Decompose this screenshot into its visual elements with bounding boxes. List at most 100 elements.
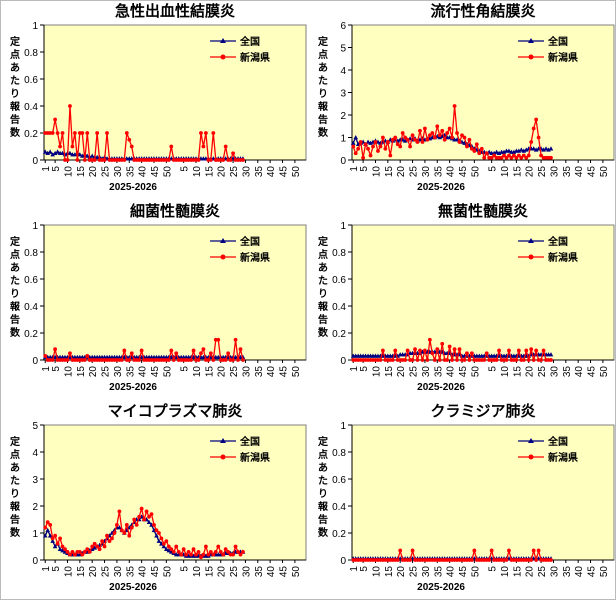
data-point-niigata — [122, 348, 127, 353]
y-axis-label-char: あ — [10, 61, 20, 74]
y-tick-label: 0.8 — [332, 248, 346, 259]
data-point-niigata — [420, 358, 425, 362]
chart-title: 急性出血性結膜炎 — [115, 2, 235, 20]
data-point-niigata — [405, 348, 410, 353]
data-point-niigata — [373, 140, 378, 144]
data-point-niigata — [398, 548, 403, 553]
data-point-niigata — [351, 144, 356, 149]
x-tick-label: 5 — [51, 566, 62, 572]
x-tick-label: 50 — [470, 166, 481, 178]
data-point-niigata — [48, 523, 53, 527]
data-point-niigata — [455, 358, 459, 362]
x-tick-label: 45 — [587, 166, 598, 178]
y-axis-label-char: 告 — [318, 113, 328, 126]
data-point-niigata — [408, 558, 412, 562]
data-point-national — [161, 544, 167, 549]
data-point-national — [494, 149, 499, 154]
data-point-niigata — [95, 544, 100, 549]
y-axis-label: 定点あたり報告数 — [318, 435, 329, 539]
x-tick-label: 50 — [599, 566, 610, 578]
x-tick-label: 15 — [384, 166, 395, 178]
data-point-niigata — [208, 158, 213, 162]
y-tick-label: 0.2 — [332, 529, 346, 540]
x-tick-label: 45 — [279, 366, 290, 378]
data-point-national — [89, 153, 95, 158]
data-point-niigata — [534, 117, 539, 122]
x-tick-label: 10 — [192, 166, 203, 178]
x-tick-label: 35 — [562, 366, 573, 378]
data-point-niigata — [211, 358, 216, 362]
x-tick-label: 5 — [180, 566, 191, 572]
data-point-niigata — [371, 144, 375, 149]
x-tick-label: 5 — [359, 366, 370, 372]
data-point-niigata — [58, 536, 62, 541]
y-axis-label-char: 定 — [318, 235, 328, 248]
data-point-niigata — [218, 550, 223, 554]
legend-marker-circle-icon — [528, 54, 534, 60]
x-tick-label: 10 — [63, 566, 74, 578]
data-point-niigata — [549, 558, 553, 562]
legend-marker-triangle-icon — [528, 38, 534, 43]
data-point-national — [519, 147, 524, 152]
plot-area — [351, 424, 615, 561]
x-tick-label: 50 — [162, 366, 173, 378]
data-point-niigata — [238, 347, 243, 352]
y-axis-label-char: 告 — [10, 113, 20, 126]
data-point-niigata — [440, 128, 445, 133]
y-tick-label: 0 — [340, 356, 346, 367]
data-point-national — [491, 150, 497, 156]
data-point-niigata — [452, 104, 457, 108]
data-point-niigata — [539, 153, 543, 158]
y-axis-label: 定点あたり報告数 — [10, 35, 21, 139]
plot-area — [43, 424, 307, 561]
data-point-niigata — [410, 358, 415, 362]
data-point-national — [84, 153, 90, 158]
x-axis-label: 2025-2026 — [109, 582, 157, 593]
data-point-national — [156, 538, 162, 543]
chart-panel-4: 無菌性髄膜炎 0 0.2 0.4 0.6 0.8 1 定点あたり報告数 1 5 10 15 20 25 30… — [308, 200, 616, 400]
x-tick-label: 25 — [409, 166, 420, 178]
data-point-national — [42, 149, 48, 154]
x-tick-label: 10 — [500, 166, 511, 178]
data-point-niigata — [450, 358, 455, 362]
data-point-niigata — [479, 146, 484, 151]
data-point-niigata — [63, 547, 67, 552]
legend-label: 全国 — [239, 235, 260, 248]
data-point-niigata — [469, 146, 474, 151]
data-point-niigata — [536, 548, 541, 553]
data-point-niigata — [415, 140, 420, 144]
data-point-niigata — [129, 351, 134, 356]
x-tick-label: 30 — [549, 566, 560, 578]
data-point-national — [541, 147, 546, 152]
chart-title: 細菌性髄膜炎 — [130, 202, 220, 220]
y-tick-label: 0 — [32, 556, 38, 567]
x-tick-label: 35 — [562, 566, 573, 578]
data-point-niigata — [504, 358, 509, 362]
data-point-national — [548, 352, 554, 357]
y-axis-label-char: 点 — [10, 248, 20, 261]
x-tick-label: 15 — [384, 366, 395, 378]
x-tick-label: 20 — [88, 366, 99, 378]
data-point-niigata — [216, 544, 221, 549]
data-point-national — [80, 153, 85, 158]
x-tick-label: 10 — [371, 366, 382, 378]
data-point-niigata — [221, 552, 226, 557]
data-point-niigata — [144, 509, 149, 514]
data-point-niigata — [72, 552, 77, 557]
x-tick-label: 35 — [254, 166, 265, 178]
data-point-niigata — [65, 158, 70, 162]
legend-marker-triangle-icon — [528, 438, 534, 443]
data-point-niigata — [467, 137, 472, 142]
data-point-national — [511, 149, 517, 154]
data-point-niigata — [420, 140, 425, 144]
x-tick-label: 5 — [359, 566, 370, 572]
x-tick-label: 25 — [229, 566, 240, 578]
x-tick-label: 20 — [396, 566, 407, 578]
data-point-niigata — [418, 128, 422, 133]
data-point-niigata — [521, 358, 526, 362]
y-axis-label-char: 数 — [10, 326, 21, 339]
data-point-niigata — [80, 131, 85, 135]
x-tick-label: 10 — [63, 366, 74, 378]
y-tick-label: 3 — [32, 475, 38, 486]
